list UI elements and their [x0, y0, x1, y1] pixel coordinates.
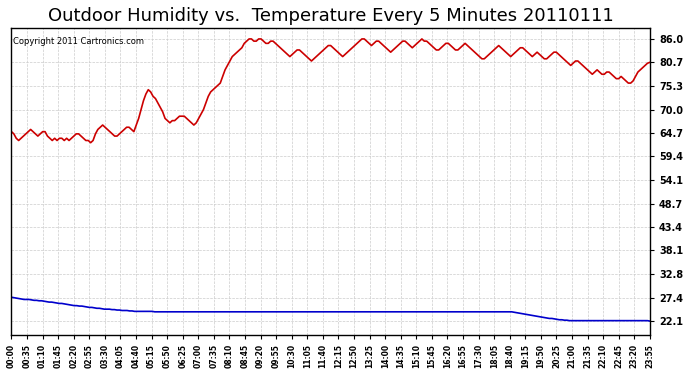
Text: Copyright 2011 Cartronics.com: Copyright 2011 Cartronics.com	[12, 37, 144, 46]
Title: Outdoor Humidity vs.  Temperature Every 5 Minutes 20110111: Outdoor Humidity vs. Temperature Every 5…	[48, 7, 613, 25]
